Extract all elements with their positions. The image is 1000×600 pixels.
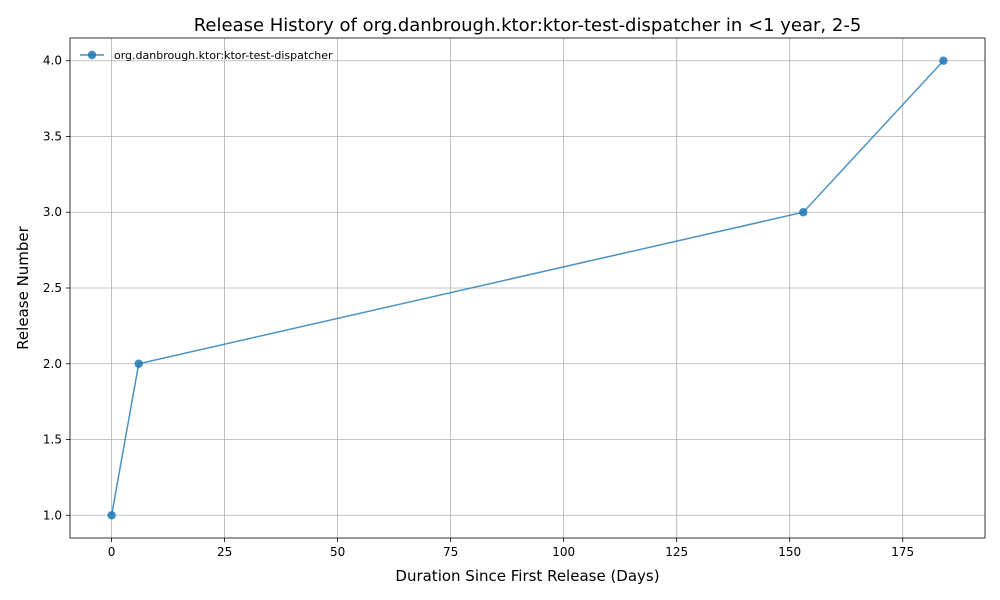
series-layer [107, 56, 948, 520]
x-tick-label: 175 [891, 545, 914, 559]
x-tick-label: 0 [108, 545, 116, 559]
y-tick-label: 4.0 [43, 54, 62, 68]
x-tick-label: 50 [330, 545, 345, 559]
x-tick-label: 100 [552, 545, 575, 559]
grid [70, 38, 985, 538]
y-axis-title: Release Number [14, 225, 32, 349]
y-tick-label: 3.0 [43, 205, 62, 219]
x-tick-label: 25 [217, 545, 232, 559]
x-axis-title: Duration Since First Release (Days) [395, 567, 659, 585]
legend-marker-swatch [87, 50, 97, 60]
y-tick-label: 2.5 [43, 281, 62, 295]
y-tick-label: 3.5 [43, 129, 62, 143]
data-point [134, 359, 143, 368]
data-point [799, 208, 808, 217]
x-tick-label: 150 [778, 545, 801, 559]
legend-label: org.danbrough.ktor:ktor-test-dispatcher [114, 49, 333, 62]
x-tick-label: 125 [665, 545, 688, 559]
y-tick-label: 1.5 [43, 433, 62, 447]
legend: org.danbrough.ktor:ktor-test-dispatcher [80, 49, 333, 62]
series-line [110, 60, 944, 516]
y-tick-label: 2.0 [43, 357, 62, 371]
data-point [107, 511, 116, 520]
y-tick-label: 1.0 [43, 508, 62, 522]
chart-title: Release History of org.danbrough.ktor:kt… [194, 15, 862, 36]
x-tick-label: 75 [443, 545, 458, 559]
data-point [939, 56, 948, 65]
x-axis-ticks: 0 25 50 75 100 125 150 175 [108, 538, 914, 559]
y-axis-ticks: 1.0 1.5 2.0 2.5 3.0 3.5 4.0 [43, 54, 70, 522]
